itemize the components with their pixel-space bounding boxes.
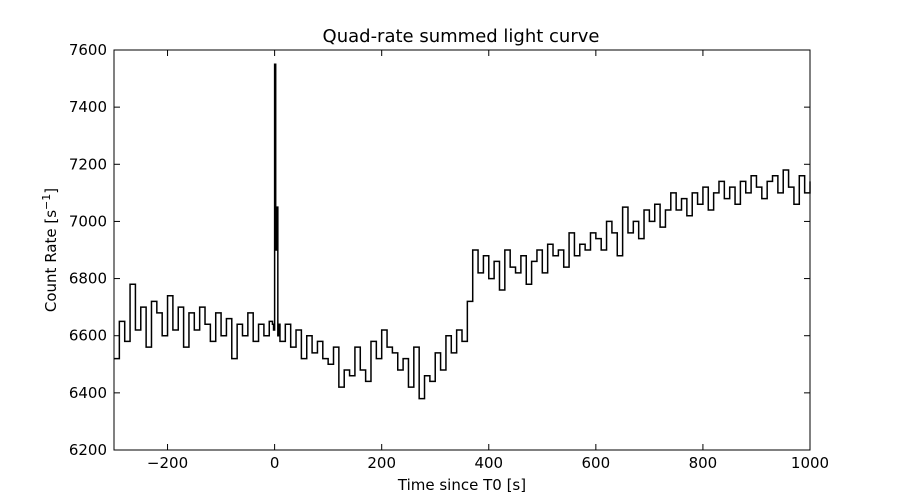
x-tick-label: 0 [270,454,280,472]
y-tick-label: 6400 [69,384,107,402]
x-tick-label: 600 [582,454,611,472]
plot-area: −200 0 200 400 600 800 1000 6200 6400 6600 6800 700… [69,41,829,472]
y-tick-label: 7200 [69,155,107,173]
y-axis-label-exponent: −1 [40,194,53,210]
y-axis-label: Count Rate [s−1] [40,188,60,312]
y-tick-label: 6800 [69,270,107,288]
x-tick-label: 400 [474,454,503,472]
series-layer [114,63,811,400]
x-axis-label: Time since T0 [s] [397,476,526,494]
x-tick-label: 1000 [791,454,829,472]
series-line-0 [114,63,811,400]
y-tick-label: 7400 [69,98,107,116]
y-tick-label: 6200 [69,441,107,459]
plot-frame [113,49,811,451]
chart-title: Quad-rate summed light curve [323,26,600,47]
x-tick-label: 200 [367,454,396,472]
y-tick-label: 7000 [69,212,107,230]
y-tick-label: 6600 [69,327,107,345]
tick-layer: −200 0 200 400 600 800 1000 6200 6400 6600 6800 700… [69,41,829,472]
y-axis-label-main: Count Rate [s [42,210,60,312]
y-tick-label: 7600 [69,41,107,59]
y-axis-label-end: ] [42,188,60,194]
x-tick-label: −200 [147,454,188,472]
x-tick-label: 800 [689,454,718,472]
